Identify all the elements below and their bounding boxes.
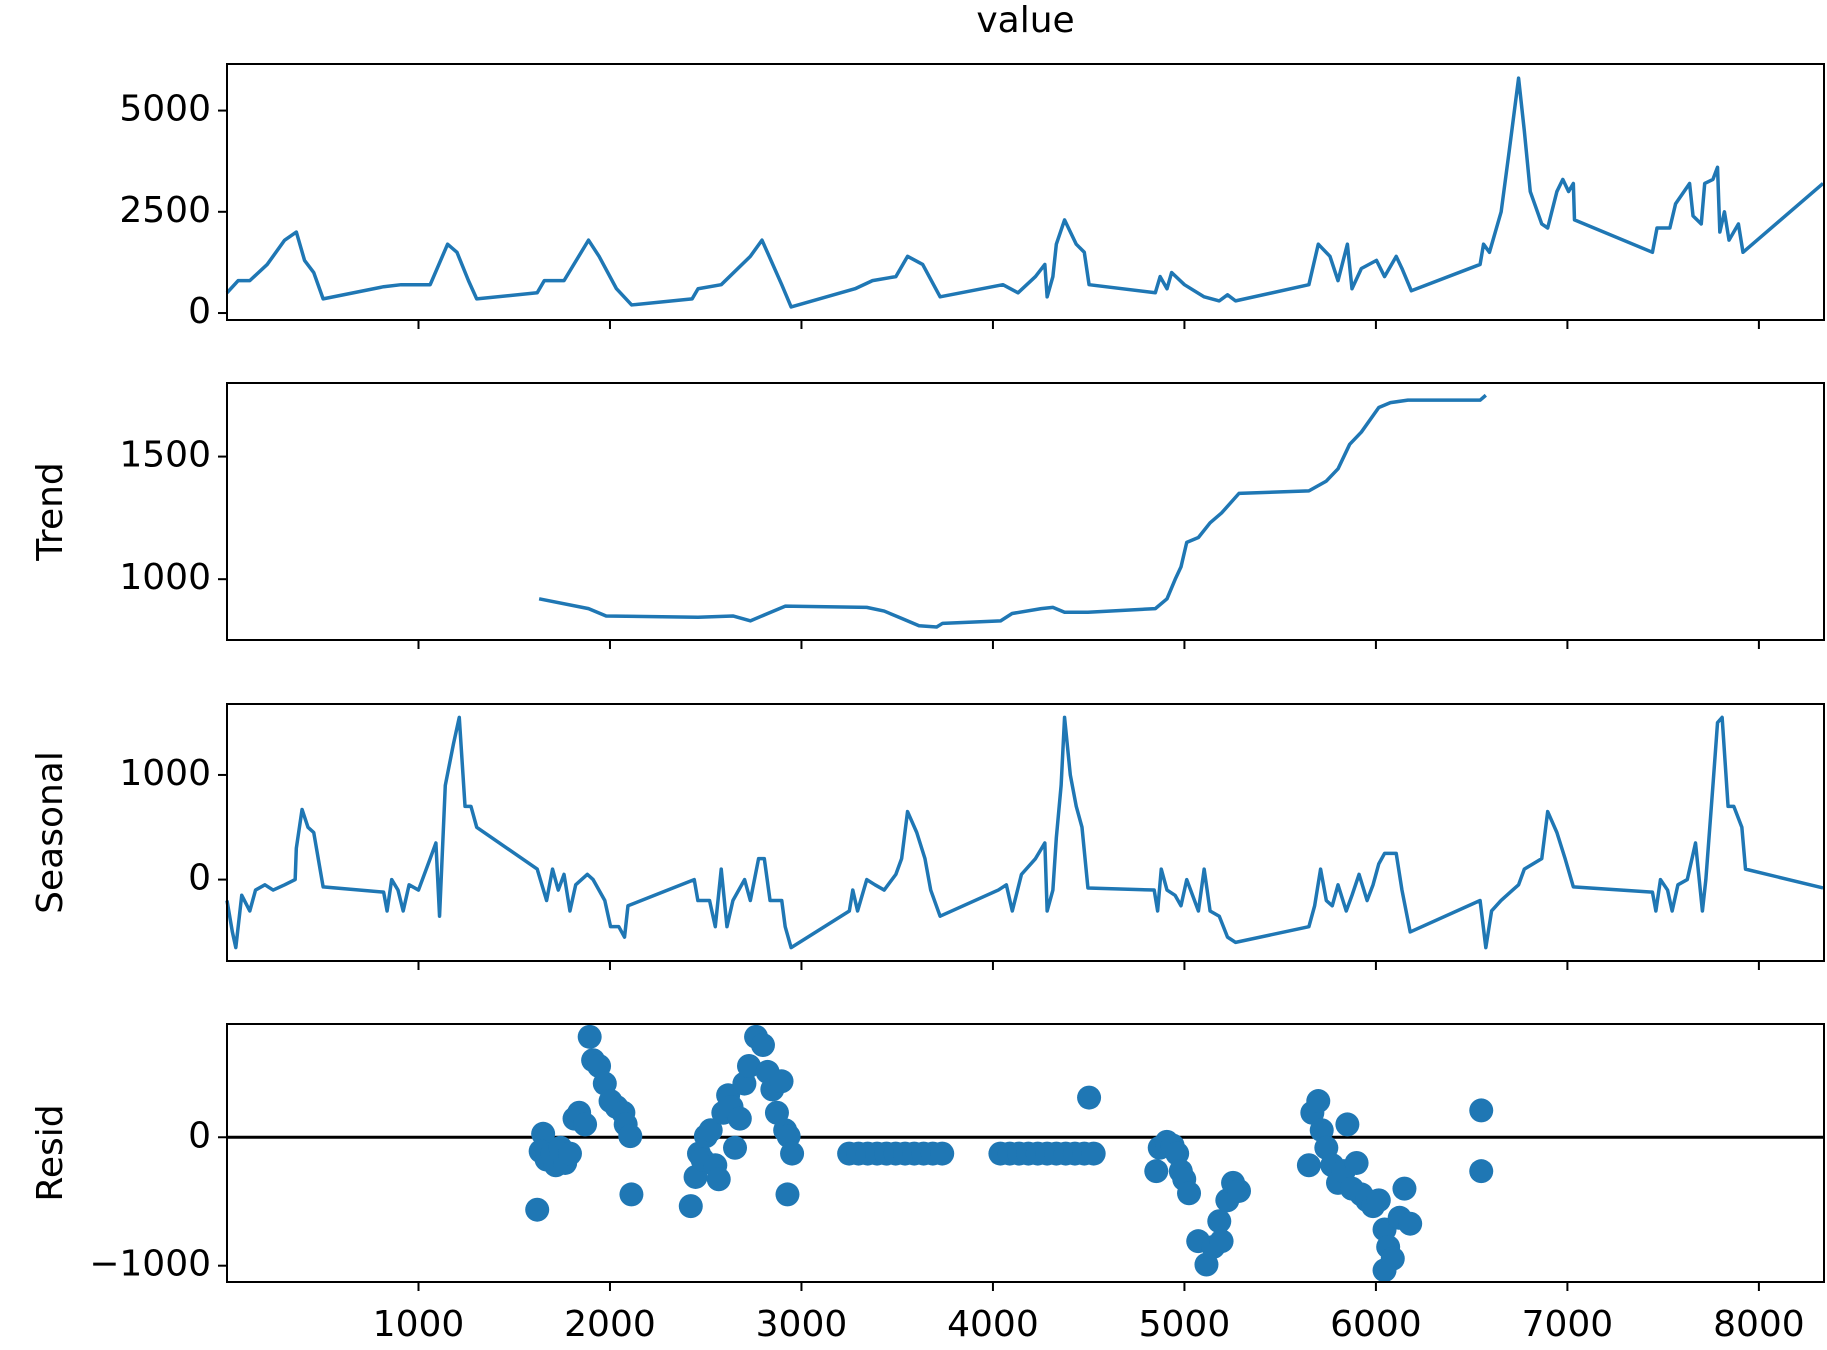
point [769,1069,794,1094]
point [1207,1209,1232,1234]
point [577,1024,602,1049]
x-tick-label: 5000 [1139,1304,1231,1345]
plot-frame [226,703,1825,962]
x-tick-label: 3000 [756,1304,848,1345]
y-tick-label: 0 [188,1115,211,1156]
point [1469,1159,1494,1184]
y-tick-label: 1500 [119,435,211,476]
point [727,1106,752,1131]
point [1372,1258,1397,1283]
point [750,1033,775,1058]
point [1209,1229,1234,1254]
point [723,1135,748,1160]
line [225,715,1824,950]
line [225,76,1825,309]
point [1227,1178,1252,1203]
plot-frame [226,1023,1825,1283]
point [619,1182,644,1207]
panel-title: value [976,0,1074,41]
y-tick-label: 0 [188,291,211,332]
y-tick-label: 5000 [119,89,211,130]
point [1296,1153,1321,1178]
x-tick-label: 2000 [564,1304,656,1345]
y-tick-label: −1000 [89,1244,211,1285]
point [557,1141,582,1166]
point [1081,1141,1106,1166]
point [930,1141,955,1166]
point [573,1112,598,1137]
point [775,1182,800,1207]
point [1366,1188,1391,1213]
point [1335,1112,1360,1137]
point [678,1194,703,1219]
x-tick-label: 7000 [1522,1304,1614,1345]
point [1398,1211,1423,1236]
plot-frame [226,382,1825,641]
point [525,1197,550,1222]
y-tick-label: 2500 [119,190,211,231]
y-tick-label: 0 [188,858,211,899]
y-axis-label: Resid [30,1104,71,1201]
y-tick-label: 1000 [119,557,211,598]
point [706,1167,731,1192]
point [618,1124,643,1149]
point [1344,1150,1369,1175]
y-tick-label: 1000 [119,753,211,794]
x-tick-label: 6000 [1330,1304,1422,1345]
point [736,1053,761,1078]
point [780,1141,805,1166]
y-axis-label: Seasonal [30,751,71,914]
x-tick-label: 4000 [947,1304,1039,1345]
point [1144,1159,1169,1184]
plot-frame [226,63,1825,321]
point [1077,1085,1102,1110]
point [1177,1181,1202,1206]
x-tick-label: 8000 [1713,1304,1805,1345]
point [698,1118,723,1143]
line [538,393,1487,629]
point [1392,1176,1417,1201]
point [1306,1089,1331,1114]
x-tick-label: 1000 [373,1304,465,1345]
y-axis-label: Trend [30,462,71,562]
point [1469,1098,1494,1123]
